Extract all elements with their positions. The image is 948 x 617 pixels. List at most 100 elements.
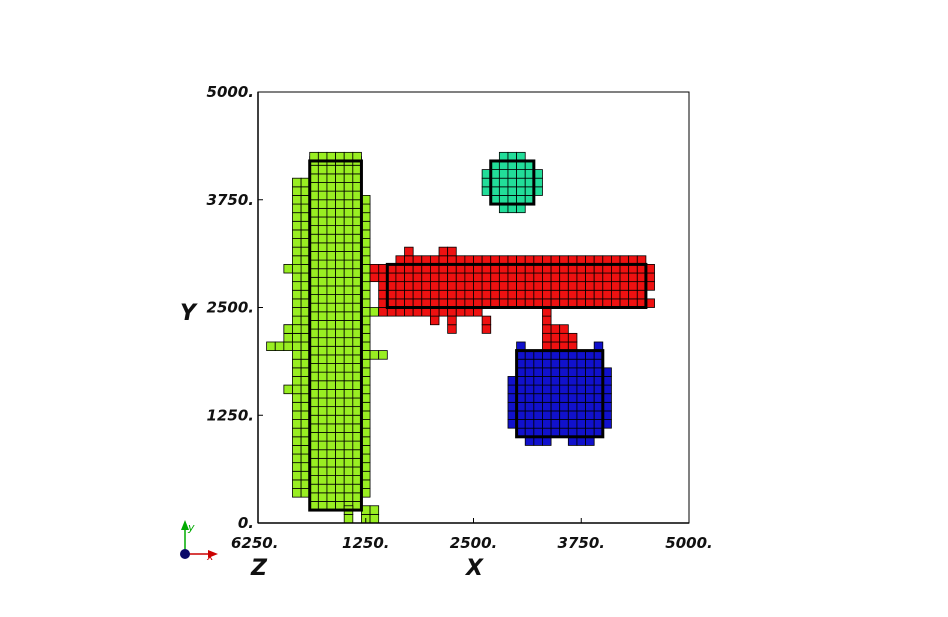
grid-cell-series-3 bbox=[585, 410, 595, 420]
grid-cell-series-1 bbox=[292, 384, 302, 395]
y-axis-title: Y bbox=[180, 301, 198, 326]
grid-cell-series-2 bbox=[447, 289, 457, 300]
grid-cell-series-1 bbox=[326, 397, 336, 408]
grid-cell-series-2 bbox=[481, 272, 492, 283]
grid-cell-series-1 bbox=[326, 388, 336, 399]
grid-cell-series-2 bbox=[542, 332, 552, 343]
grid-cell-series-2 bbox=[455, 289, 466, 300]
grid-cell-series-2 bbox=[438, 289, 449, 300]
grid-cell-series-3 bbox=[567, 393, 578, 403]
grid-cell-series-2 bbox=[438, 272, 449, 283]
grid-cell-series-1 bbox=[266, 341, 276, 352]
grid-cell-series-2 bbox=[447, 315, 457, 326]
grid-cell-series-2 bbox=[628, 289, 638, 300]
x-axis-title: X bbox=[464, 556, 484, 581]
grid-cell-series-2 bbox=[498, 272, 509, 283]
grid-cell-series-2 bbox=[567, 281, 578, 291]
triad-y-label: y bbox=[187, 521, 195, 534]
grid-cell-series-1 bbox=[326, 294, 336, 304]
grid-cell-series-1 bbox=[317, 207, 328, 218]
grid-cell-series-1 bbox=[335, 164, 345, 175]
grid-cell-series-3 bbox=[550, 376, 561, 386]
grid-cell-series-2 bbox=[576, 272, 586, 283]
grid-cell-series-1 bbox=[292, 376, 302, 386]
grid-cell-series-2 bbox=[447, 324, 457, 334]
y-tick-label: 5000. bbox=[207, 83, 254, 101]
grid-cell-series-1 bbox=[326, 457, 336, 468]
grid-cell-series-1 bbox=[326, 285, 336, 295]
grid-cell-series-2 bbox=[516, 289, 526, 300]
grid-cell-series-1 bbox=[283, 332, 293, 343]
grid-cell-series-2 bbox=[421, 272, 431, 283]
grid-cell-series-1 bbox=[343, 466, 354, 476]
grid-cell-series-1 bbox=[343, 457, 354, 468]
grid-cell-series-1 bbox=[335, 225, 345, 235]
grid-cell-series-1 bbox=[292, 410, 302, 420]
grid-cell-series-2 bbox=[559, 289, 569, 300]
grid-cell-series-1 bbox=[292, 445, 302, 455]
grid-cell-series-2 bbox=[585, 289, 595, 300]
bounding-box-series-3 bbox=[515, 349, 605, 439]
grid-cell-series-2 bbox=[498, 289, 509, 300]
y-tick-label: 0. bbox=[238, 514, 254, 532]
grid-cell-series-1 bbox=[317, 337, 328, 347]
grid-cell-series-2 bbox=[404, 281, 414, 291]
grid-cell-series-2 bbox=[533, 281, 543, 291]
grid-cell-series-1 bbox=[335, 483, 345, 494]
grid-cell-series-1 bbox=[317, 285, 328, 295]
grid-cell-series-2 bbox=[473, 281, 483, 291]
grid-cell-series-2 bbox=[369, 272, 380, 283]
grid-cell-series-1 bbox=[292, 289, 302, 300]
grid-cell-series-3 bbox=[567, 384, 578, 395]
grid-cell-series-1 bbox=[317, 449, 328, 459]
grid-cell-series-3 bbox=[567, 367, 578, 377]
grid-cell-series-1 bbox=[317, 457, 328, 468]
grid-cell-series-1 bbox=[343, 449, 354, 459]
grid-cell-series-1 bbox=[369, 513, 380, 524]
grid-cell-series-2 bbox=[473, 289, 483, 300]
boxes-layer bbox=[308, 159, 648, 512]
grid-cell-series-3 bbox=[550, 410, 561, 420]
grid-cell-series-2 bbox=[559, 332, 569, 343]
grid-cell-series-1 bbox=[326, 483, 336, 494]
grid-cell-series-1 bbox=[335, 457, 345, 468]
grid-cell-series-3 bbox=[524, 393, 535, 403]
grid-cell-series-1 bbox=[317, 363, 328, 373]
grid-cell-series-3 bbox=[533, 419, 543, 429]
grid-cell-series-1 bbox=[343, 363, 354, 373]
grid-cell-series-4 bbox=[498, 169, 509, 179]
grid-cell-series-3 bbox=[559, 376, 569, 386]
x-tick-label-overlap: 6250. bbox=[231, 534, 278, 552]
grid-cell-series-2 bbox=[395, 272, 405, 283]
grid-cell-series-1 bbox=[317, 345, 328, 356]
grid-cell-series-1 bbox=[335, 345, 345, 356]
grid-cell-series-1 bbox=[326, 492, 336, 502]
grid-cell-series-1 bbox=[317, 423, 328, 433]
grid-cell-series-1 bbox=[326, 475, 336, 485]
grid-cell-series-1 bbox=[343, 328, 354, 339]
grid-cell-series-3 bbox=[576, 410, 586, 420]
grid-cell-series-2 bbox=[619, 289, 630, 300]
grid-cell-series-1 bbox=[343, 190, 354, 201]
bounding-box-series-2 bbox=[385, 262, 648, 309]
grid-cell-series-1 bbox=[317, 328, 328, 339]
grid-cell-series-2 bbox=[429, 272, 440, 283]
grid-cell-series-1 bbox=[343, 440, 354, 451]
grid-cell-series-1 bbox=[292, 263, 302, 274]
grid-cell-series-4 bbox=[516, 177, 526, 188]
triad-x-arrowhead-icon bbox=[208, 550, 218, 558]
cells-layer bbox=[266, 151, 655, 524]
grid-cell-series-3 bbox=[533, 367, 543, 377]
grid-cell-series-1 bbox=[317, 190, 328, 201]
grid-cell-series-3 bbox=[542, 410, 552, 420]
grid-cell-series-1 bbox=[335, 285, 345, 295]
grid-cell-series-3 bbox=[524, 401, 535, 412]
grid-cell-series-1 bbox=[343, 302, 354, 313]
grid-cell-series-1 bbox=[335, 440, 345, 451]
grid-cell-series-1 bbox=[292, 203, 302, 214]
grid-cell-series-1 bbox=[326, 363, 336, 373]
grid-cell-series-2 bbox=[404, 272, 414, 283]
grid-cell-series-1 bbox=[292, 186, 302, 196]
grid-cell-series-1 bbox=[378, 350, 388, 360]
